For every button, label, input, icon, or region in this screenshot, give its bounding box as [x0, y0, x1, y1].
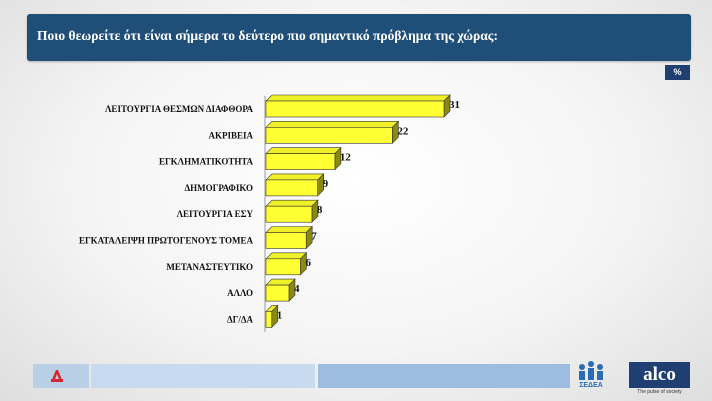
bar-top-face: [265, 226, 313, 233]
bar: [265, 258, 301, 276]
bar-top-face: [265, 199, 319, 207]
category-label: ΛΕΙΤΟΥΡΓΙΑ ΘΕΣΜΩΝ ΔΙΑΦΘΟΡΑ: [105, 104, 254, 114]
alco-logo-box: [629, 362, 690, 388]
bar: [265, 100, 445, 118]
bar: [265, 284, 290, 302]
value-label: 31: [449, 99, 460, 111]
bar-group: ΕΓΚΛΗΜΑΤΙΚΟΤΗΤΑ 12: [159, 146, 352, 171]
value-label: 6: [305, 257, 311, 269]
bar-top-face: [265, 121, 400, 128]
bar-group: ΑΚΡΙΒΕΙΑ 22: [208, 120, 409, 145]
category-label: ΜΕΤΑΝΑΣΤΕΥΤΙΚΟ: [166, 262, 253, 272]
left-brand-logo: [51, 370, 63, 382]
category-label: ΑΛΛΟ: [227, 288, 253, 298]
category-label: ΕΓΚΛΗΜΑΤΙΚΟΤΗΤΑ: [159, 157, 254, 167]
bar-group: ΔΓ/ΔΑ 1: [227, 304, 283, 329]
category-label: ΔΓ/ΔΑ: [227, 314, 254, 324]
chart-title: Ποιο θεωρείτε ότι είναι σήμερα το δεύτερ…: [37, 28, 498, 43]
bar-group: ΛΕΙΤΟΥΡΓΙΑ ΕΣΥ 8: [177, 199, 323, 223]
question-header: Ποιο θεωρείτε ότι είναι σήμερα το δεύτερ…: [27, 14, 691, 61]
alco-tagline: The pulse of society: [637, 389, 682, 395]
category-label: ΔΗΜΟΓΡΑΦΙΚΟ: [185, 183, 253, 193]
value-label: 4: [294, 283, 300, 295]
bar: [265, 311, 273, 328]
percent-badge: %: [665, 65, 690, 80]
bar-group: ΜΕΤΑΝΑΣΤΕΥΤΙΚΟ 6: [166, 252, 311, 276]
sedea-logo-icon: [579, 361, 603, 380]
footer-strip-1: [33, 364, 89, 388]
bar: [265, 205, 313, 223]
sedea-label: ΣΕΔΕΑ: [579, 382, 603, 389]
value-label: 12: [340, 152, 352, 164]
bar: [265, 179, 318, 197]
bar-top-face: [265, 252, 308, 260]
footer-strip-2: [91, 364, 315, 388]
alco-logo-text: alco: [643, 364, 676, 385]
value-label: 7: [311, 231, 317, 243]
value-label: 8: [317, 204, 323, 216]
category-label: ΑΚΡΙΒΕΙΑ: [208, 130, 253, 140]
bar-group: ΔΗΜΟΓΡΑΦΙΚΟ 9: [185, 173, 329, 197]
category-label: ΕΓΚΑΤΑΛΕΙΨΗ ΠΡΩΤΟΓΕΝΟΥΣ ΤΟΜΕΑ: [79, 236, 254, 246]
value-label: 22: [397, 125, 409, 137]
category-label: ΛΕΙΤΟΥΡΓΙΑ ΕΣΥ: [177, 209, 254, 219]
footer-strip-3: [318, 364, 570, 388]
bar-top-face: [265, 94, 451, 102]
bar-group: ΕΓΚΑΤΑΛΕΙΨΗ ΠΡΩΤΟΓΕΝΟΥΣ ΤΟΜΕΑ 7: [79, 225, 317, 250]
bar-group: ΛΕΙΤΟΥΡΓΙΑ ΘΕΣΜΩΝ ΔΙΑΦΘΟΡΑ 31: [105, 94, 460, 118]
value-label: 9: [323, 178, 329, 190]
bar: [265, 232, 307, 249]
bar-group: ΑΛΛΟ 4: [227, 278, 300, 302]
bar-top-face: [265, 173, 325, 181]
bar: [265, 127, 393, 144]
bar-top-face: [265, 147, 342, 154]
value-label: 1: [277, 309, 283, 321]
bar: [265, 153, 336, 170]
